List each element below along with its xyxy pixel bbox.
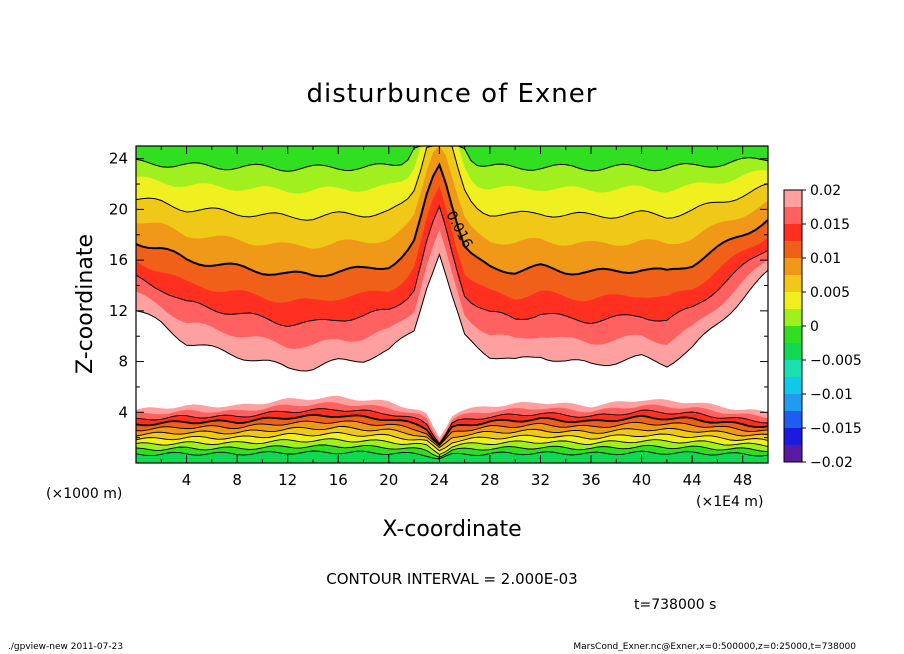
x-tick-label-36: 36 <box>581 471 600 489</box>
colorbar-swatch-2 <box>784 411 802 428</box>
colorbar-label-5: −0.005 <box>810 353 862 369</box>
colorbar-swatch-5 <box>784 360 802 377</box>
colorbar-label-1: 0.015 <box>810 217 850 233</box>
y-tick-label-8: 8 <box>118 353 128 371</box>
upper-contour-4 <box>136 162 768 278</box>
lower-contour-3 <box>136 413 768 447</box>
plot-frame <box>135 145 769 464</box>
y-tick-label-24: 24 <box>109 150 128 168</box>
colorbar-label-4: 0 <box>810 319 819 335</box>
x-tick-label-48: 48 <box>733 471 752 489</box>
colorbar-swatch-11 <box>784 258 802 275</box>
colorbar-swatch-14 <box>784 207 802 224</box>
colorbar-swatch-9 <box>784 292 802 309</box>
footer-right: MarsCond_Exner.nc@Exner,x=0:500000,z=0:2… <box>573 642 856 652</box>
time-label: t=738000 s <box>634 597 716 613</box>
x-tick-label-8: 8 <box>232 471 242 489</box>
upper-contour-0 <box>136 252 768 372</box>
upper-band-level-8 <box>136 146 768 172</box>
y-tick-label-4: 4 <box>118 403 128 421</box>
colorbar-label-2: 0.01 <box>810 251 841 267</box>
colorbar-swatch-3 <box>784 394 802 411</box>
plot-area <box>136 146 768 463</box>
colorbar-swatch-1 <box>784 428 802 445</box>
colorbar-swatch-15 <box>784 190 802 207</box>
colorbar-swatch-0 <box>784 445 802 462</box>
chart-title: disturbunce of Exner <box>307 79 598 109</box>
lower-contour-2 <box>136 408 768 445</box>
colorbar-swatch-12 <box>784 241 802 258</box>
colorbar-swatch-4 <box>784 377 802 394</box>
colorbar-swatch-8 <box>784 309 802 326</box>
y-tick-label-16: 16 <box>109 251 128 269</box>
lower-contour-4 <box>136 420 768 447</box>
upper-contour-2 <box>136 204 768 328</box>
colorbar-label-3: 0.005 <box>810 285 850 301</box>
x-tick-label-28: 28 <box>480 471 499 489</box>
colorbar-label-0: 0.02 <box>810 183 841 199</box>
colorbar-label-7: −0.015 <box>810 421 862 437</box>
y-axis-label: Z-coordinate <box>73 234 98 374</box>
x-tick-label-4: 4 <box>182 471 192 489</box>
colorbar-swatch-7 <box>784 326 802 343</box>
y-tick-label-20: 20 <box>109 200 128 218</box>
x-tick-label-20: 20 <box>379 471 398 489</box>
colorbar-label-8: −0.02 <box>810 455 853 471</box>
x-axis-label: X-coordinate <box>382 517 521 542</box>
x-tick-label-44: 44 <box>683 471 702 489</box>
colorbar-label-6: −0.01 <box>810 387 853 403</box>
y-tick-label-12: 12 <box>109 302 128 320</box>
x-tick-label-16: 16 <box>329 471 348 489</box>
x-tick-label-32: 32 <box>531 471 550 489</box>
colorbar-swatch-6 <box>784 343 802 360</box>
lower-contour-9 <box>136 450 768 460</box>
upper-contour-8 <box>136 146 768 172</box>
x-tick-label-40: 40 <box>632 471 651 489</box>
x-axis-ticks: 4 8 12 16 20 24 28 32 36 40 44 48 <box>160 146 752 489</box>
x-unit-right: (×1E4 m) <box>696 494 763 510</box>
colorbar-swatch-13 <box>784 224 802 241</box>
x-tick-label-24: 24 <box>430 471 449 489</box>
lower-contour-6 <box>136 431 768 452</box>
lower-contour-5 <box>136 426 768 449</box>
lower-contour-8 <box>136 444 768 458</box>
contour-interval: CONTOUR INTERVAL = 2.000E-03 <box>326 570 577 588</box>
x-unit-left: (×1000 m) <box>46 486 122 502</box>
x-tick-label-12: 12 <box>278 471 297 489</box>
colorbar: 0.02 0.015 0.01 0.005 0 −0.005 −0.01 −0.015 −0.0… <box>783 183 862 471</box>
y-axis-ticks: 4 8 12 16 20 24 <box>109 150 768 439</box>
colorbar-swatch-10 <box>784 275 802 292</box>
footer-left: ./gpview-new 2011-07-23 <box>8 642 124 652</box>
lower-contour-7 <box>136 438 768 456</box>
